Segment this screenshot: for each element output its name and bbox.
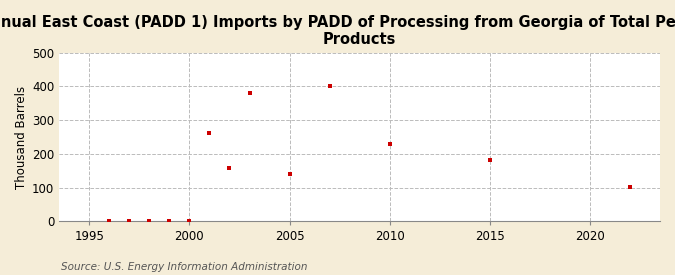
Title: Annual East Coast (PADD 1) Imports by PADD of Processing from Georgia of Total P: Annual East Coast (PADD 1) Imports by PA… xyxy=(0,15,675,47)
Point xyxy=(204,131,215,135)
Y-axis label: Thousand Barrels: Thousand Barrels xyxy=(15,86,28,189)
Point xyxy=(144,219,155,223)
Point xyxy=(184,219,195,223)
Point xyxy=(324,84,335,88)
Point xyxy=(164,219,175,223)
Point xyxy=(485,158,495,162)
Point xyxy=(384,142,395,146)
Text: Source: U.S. Energy Information Administration: Source: U.S. Energy Information Administ… xyxy=(61,262,307,272)
Point xyxy=(224,166,235,171)
Point xyxy=(624,185,635,189)
Point xyxy=(284,172,295,177)
Point xyxy=(124,219,135,223)
Point xyxy=(104,219,115,223)
Point xyxy=(244,91,255,95)
